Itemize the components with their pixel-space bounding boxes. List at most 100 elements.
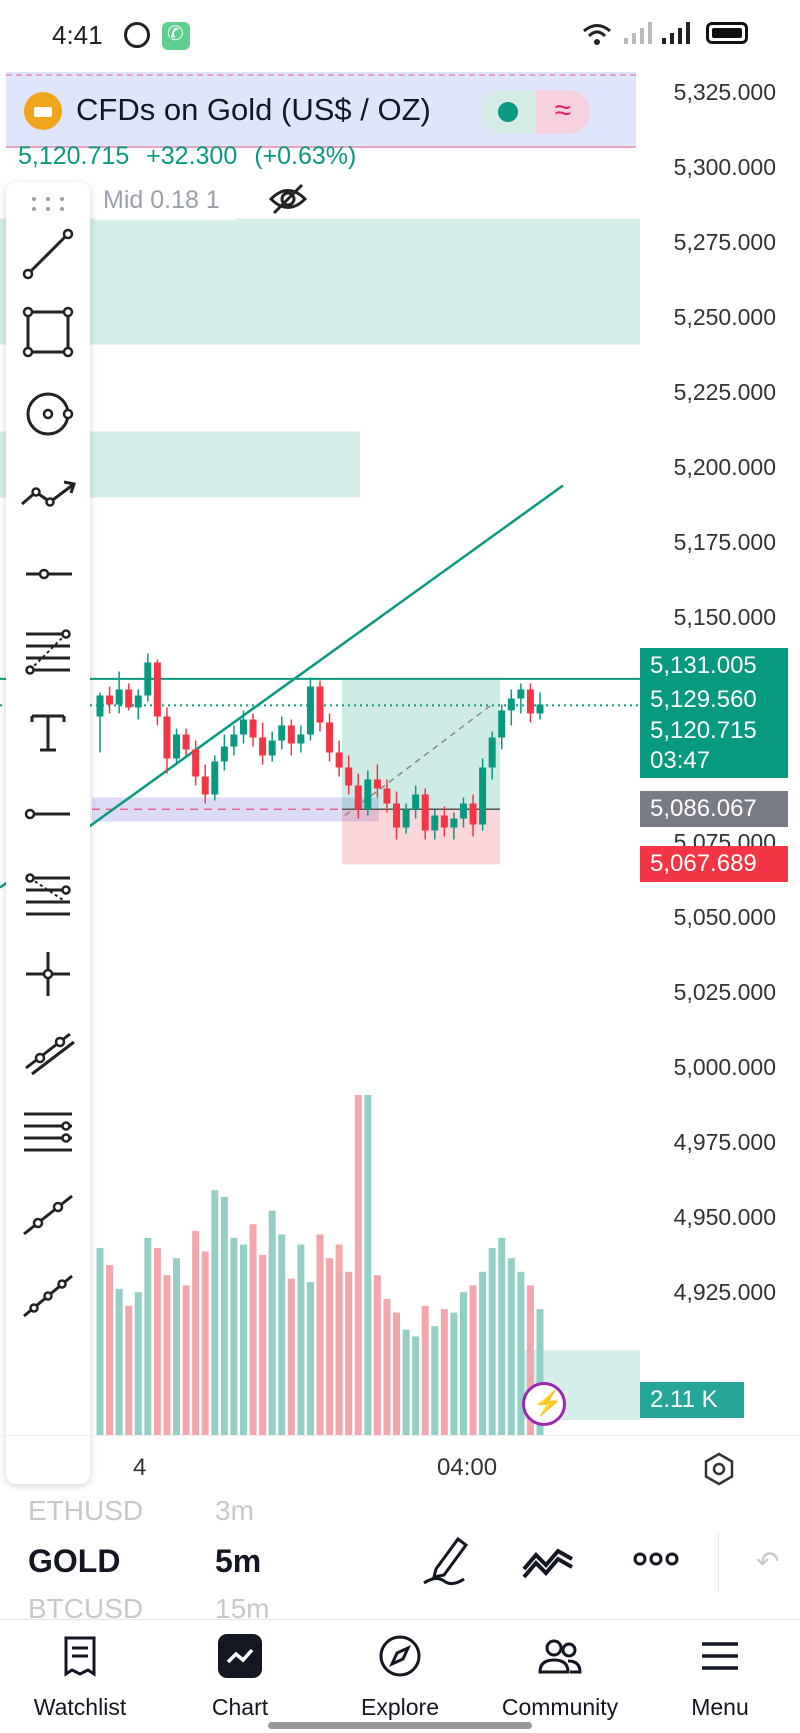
candle-body — [278, 725, 286, 741]
chart-canvas[interactable] — [0, 70, 640, 1435]
chart-settings-icon[interactable] — [700, 1450, 738, 1488]
volume-bar — [115, 1288, 123, 1435]
volume-bar — [306, 1282, 314, 1435]
fib-extension-icon[interactable] — [16, 862, 80, 926]
price-axis-label: 5,225.000 — [673, 378, 776, 405]
volume-bar — [459, 1292, 467, 1435]
volume-bar — [326, 1258, 334, 1435]
next-symbol[interactable]: BTCUSD — [28, 1593, 144, 1619]
home-indicator — [268, 1722, 532, 1729]
candle-body — [450, 818, 458, 828]
community-icon — [538, 1639, 582, 1674]
price-axis-label: 5,300.000 — [673, 153, 776, 180]
volume-bar — [96, 1248, 104, 1435]
clock: 4:41 — [52, 20, 103, 50]
symbol-bottom-divider — [6, 146, 636, 148]
support-price-value: 5,086.067 — [650, 795, 757, 823]
indicator-legend[interactable]: Mid 0.18 1 — [95, 180, 235, 220]
nav-explore[interactable]: Explore — [330, 1620, 470, 1733]
candle-body — [364, 779, 372, 810]
crosshair-icon[interactable] — [16, 942, 80, 1006]
volume-bar — [220, 1197, 228, 1435]
current-interval[interactable]: 5m — [215, 1543, 262, 1579]
data-delay-icon: ≈ — [536, 90, 590, 134]
extended-line-icon[interactable] — [16, 1182, 80, 1246]
circle-icon[interactable] — [16, 382, 80, 446]
pencil-draw-icon[interactable] — [418, 1529, 478, 1589]
candle-body — [393, 803, 401, 828]
price-axis-label: 5,325.000 — [673, 78, 776, 105]
price-axis-label: 5,250.000 — [673, 303, 776, 330]
support-price-tag: 5,086.067 — [640, 791, 788, 828]
chart-area[interactable]: CFDs on Gold (US$ / OZ) ≈ 5,120.715 +32.… — [0, 70, 800, 1484]
symbol-header[interactable]: CFDs on Gold (US$ / OZ) ≈ — [6, 72, 636, 148]
horizontal-line-icon[interactable] — [16, 782, 80, 846]
flash-icon[interactable] — [522, 1382, 566, 1426]
parallel-channel-icon[interactable] — [16, 1100, 80, 1164]
long-position-tool — [342, 678, 500, 865]
undo-icon[interactable]: ↶ — [756, 1546, 780, 1577]
rectangle-icon[interactable] — [16, 300, 80, 364]
indicators-icon[interactable] — [518, 1529, 578, 1589]
volume-bar — [239, 1244, 247, 1435]
time-label-day: 4 — [133, 1454, 147, 1481]
candle-body — [517, 689, 525, 699]
trend-line-icon[interactable] — [16, 222, 80, 286]
symbol-top-divider — [6, 74, 636, 76]
eye-off-icon[interactable] — [268, 182, 308, 216]
volume-bar — [106, 1265, 114, 1435]
candle-body — [440, 815, 448, 828]
nav-community[interactable]: Community — [490, 1620, 630, 1733]
stop-price-tag: 5,067.689 — [640, 846, 788, 883]
next-interval[interactable]: 15m — [215, 1593, 270, 1619]
ray-icon[interactable] — [16, 1020, 80, 1084]
prev-symbol[interactable]: ETHUSD — [28, 1501, 144, 1526]
symbol-interval-picker[interactable]: ETHUSD 3m GOLD 5m BTCUSD 15m ↶ — [0, 1501, 800, 1619]
polyline-icon[interactable] — [16, 1262, 80, 1326]
time-axis[interactable]: 4 04:00 — [0, 1435, 800, 1501]
volume-bar — [182, 1285, 190, 1435]
symbol-name[interactable]: CFDs on Gold (US$ / OZ) — [76, 92, 431, 127]
prev-interval[interactable]: 3m — [215, 1501, 254, 1526]
fib-retracement-icon[interactable] — [16, 620, 80, 684]
more-options-icon[interactable] — [626, 1529, 686, 1589]
candle-body — [192, 749, 200, 777]
candle-body — [306, 686, 314, 735]
text-icon[interactable] — [16, 700, 80, 764]
volume-bar — [364, 1095, 372, 1435]
price-change: +32.300 — [146, 142, 238, 170]
horizontal-ray-icon[interactable] — [16, 542, 80, 606]
price-axis-label: 4,975.000 — [673, 1128, 776, 1155]
candle-body — [488, 737, 496, 768]
candle-body — [287, 725, 295, 744]
nav-menu[interactable]: Menu — [650, 1620, 790, 1733]
candle-body — [335, 752, 343, 768]
volume-bar — [144, 1237, 152, 1435]
volume-bar — [373, 1275, 381, 1435]
volume-bar — [268, 1210, 276, 1435]
market-status-toggle[interactable]: ≈ — [482, 90, 590, 134]
price-axis-label: 5,150.000 — [673, 603, 776, 630]
nav-watchlist[interactable]: Watchlist — [10, 1620, 150, 1733]
high-price-value: 5,131.005 — [650, 652, 757, 680]
stop-price-value: 5,067.689 — [650, 850, 757, 878]
volume-bar — [278, 1234, 286, 1435]
current-symbol[interactable]: GOLD — [28, 1543, 121, 1579]
nav-community-label: Community — [501, 1694, 619, 1720]
price-axis-label: 5,000.000 — [673, 1053, 776, 1080]
price-axis-label: 4,925.000 — [673, 1278, 776, 1305]
volume-bar — [230, 1237, 238, 1435]
nav-watchlist-label: Watchlist — [33, 1694, 127, 1720]
candle-body — [469, 803, 477, 825]
nav-chart[interactable]: Chart — [170, 1620, 310, 1733]
price-axis[interactable]: 5,325.000 5,300.000 5,275.000 5,250.000 5,22… — [640, 70, 800, 1435]
candle-body — [239, 719, 247, 735]
volume-bar — [498, 1237, 506, 1435]
status-bar: 4:41 — [0, 0, 800, 70]
path-icon[interactable] — [16, 462, 80, 526]
drag-handle-icon[interactable] — [28, 194, 68, 214]
watchlist-icon — [64, 1636, 96, 1677]
phone-call-icon — [162, 21, 190, 50]
whatsapp-icon — [124, 22, 150, 48]
volume-bar — [153, 1248, 161, 1435]
